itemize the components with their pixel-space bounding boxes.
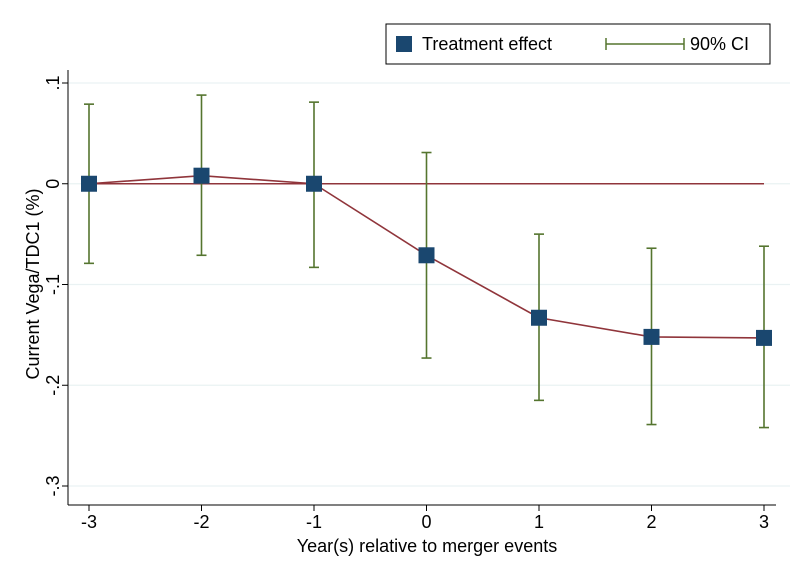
y-tick-label-3: -.2 [43,375,63,396]
x-tick-label-2: -1 [306,512,322,532]
treatment-effect-point-1 [193,167,210,184]
axis-layer: .1 0 -.1 -.2 -.3 -3 -2 -1 0 1 2 3 [43,70,776,532]
treatment-effect-point-6 [756,329,772,346]
x-tick-label-6: 3 [759,512,769,532]
x-tick-label-3: 0 [421,512,431,532]
x-tick-label-0: -3 [81,512,97,532]
legend-label-ci: 90% CI [690,34,749,54]
treatment-effect-point-4 [531,309,547,326]
treatment-effect-point-5 [643,328,660,345]
y-tick-label-1: 0 [43,179,63,189]
x-tick-label-5: 2 [646,512,656,532]
treatment-effect-point-2 [306,175,322,192]
legend-box [385,23,771,65]
x-axis-title: Year(s) relative to merger events [297,536,557,556]
x-tick-label-1: -2 [193,512,209,532]
x-tick-label-4: 1 [534,512,544,532]
y-tick-label-4: -.3 [43,475,63,496]
legend: Treatment effect 90% CI [385,23,771,65]
treatment-effect-point-0 [81,175,97,192]
y-tick-label-0: .1 [43,75,63,90]
data-layer [81,94,772,429]
treatment-effect-point-3 [418,247,435,264]
legend-marker-treatment [396,36,412,52]
y-axis-title: Current Vega/TDC1 (%) [23,188,43,379]
legend-label-treatment: Treatment effect [422,34,552,54]
y-tick-label-2: -.1 [43,274,63,295]
